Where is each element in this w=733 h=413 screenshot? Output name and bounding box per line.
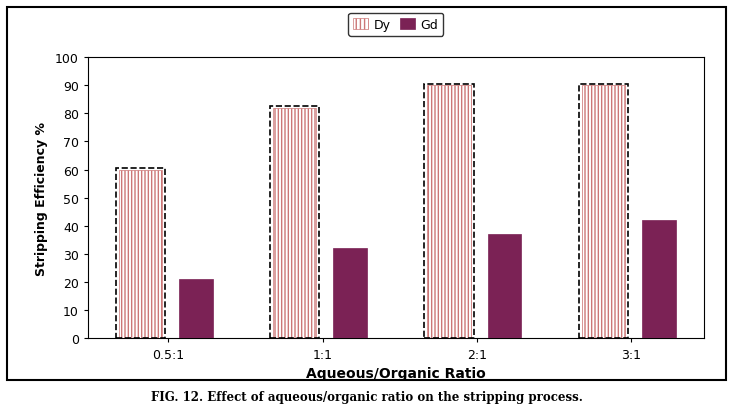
Text: FIG. 12. Effect of aqueous/organic ratio on the stripping process.: FIG. 12. Effect of aqueous/organic ratio…	[150, 390, 583, 403]
Bar	[119, 170, 162, 339]
Bar	[334, 249, 367, 339]
Bar	[273, 108, 317, 339]
Bar	[270, 107, 320, 339]
Bar	[487, 235, 521, 339]
Legend: Dy, Gd: Dy, Gd	[348, 14, 443, 36]
Bar	[116, 169, 165, 339]
Bar	[581, 86, 625, 339]
Bar	[427, 86, 471, 339]
Bar	[424, 85, 474, 339]
Y-axis label: Stripping Efficiency %: Stripping Efficiency %	[35, 121, 48, 275]
Bar	[578, 85, 628, 339]
Bar	[179, 280, 213, 339]
X-axis label: Aqueous/Organic Ratio: Aqueous/Organic Ratio	[306, 366, 486, 380]
Bar	[642, 221, 676, 339]
